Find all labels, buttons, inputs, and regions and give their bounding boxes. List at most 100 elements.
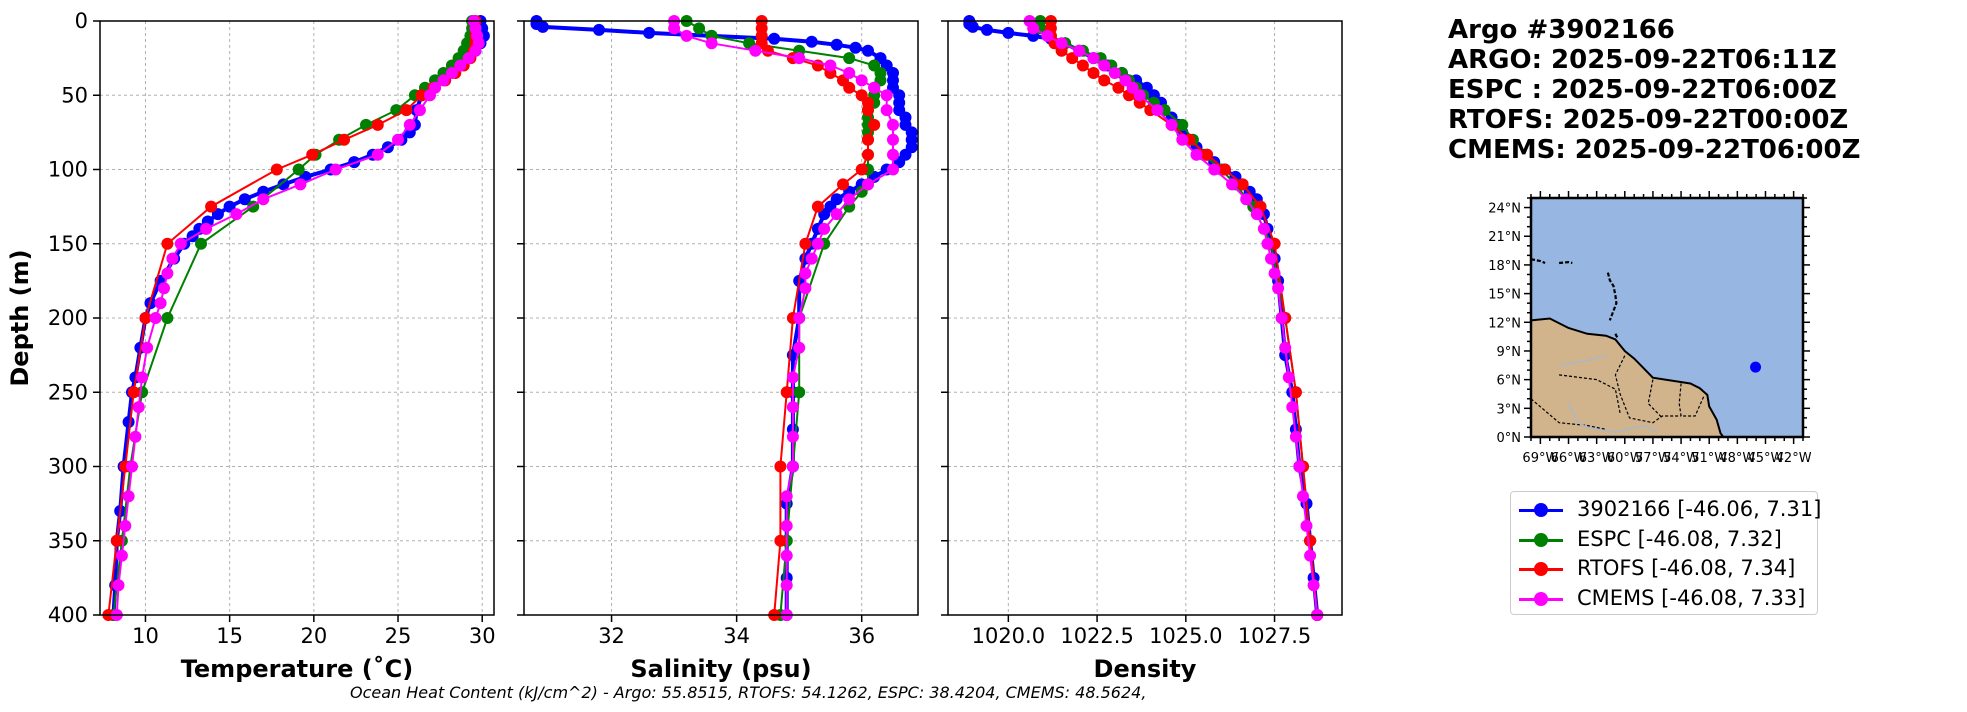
data-point-cmems (230, 208, 243, 221)
data-point-rtofs (1098, 74, 1111, 87)
x-tick-label: 1022.5 (1060, 624, 1133, 648)
data-point-cmems (1297, 490, 1309, 503)
map-lat-label: 6°N (1497, 374, 1522, 389)
data-point-cmems (1208, 163, 1221, 176)
map-lon-label: 60°W (1607, 451, 1643, 466)
data-point-cmems (793, 341, 806, 354)
x-tick-label: 32 (598, 624, 625, 648)
data-point-cmems (862, 178, 874, 191)
map-lat-label: 15°N (1488, 288, 1521, 303)
country-border (1559, 374, 1621, 414)
data-point-rtofs (338, 133, 351, 146)
data-point-cmems (843, 67, 856, 79)
river-line (1567, 403, 1658, 433)
data-point-cmems (680, 29, 693, 42)
country-border (1681, 396, 1705, 417)
data-point-cmems (1282, 371, 1295, 384)
data-point-cmems (811, 237, 824, 250)
data-point-cmems (1087, 52, 1100, 65)
data-point-rtofs (774, 460, 787, 473)
data-point-cmems (1304, 549, 1317, 562)
south-america-land (1530, 317, 1726, 438)
data-point-cmems (793, 52, 806, 65)
data-point-cmems (780, 579, 793, 592)
data-point-rtofs (868, 118, 881, 131)
y-tick-label: 50 (61, 83, 88, 107)
data-point-cmems (1275, 312, 1288, 324)
data-point-cmems (126, 460, 138, 473)
data-point-cmems (786, 460, 799, 473)
data-point-cmems (830, 208, 843, 221)
data-point-rtofs (862, 133, 874, 146)
data-point-rtofs (862, 104, 874, 117)
data-point-cmems (887, 133, 899, 146)
data-point-cmems (818, 222, 831, 235)
argo-id-title: Argo #3902166 (1448, 15, 1675, 45)
map-lon-label: 66°W (1551, 451, 1587, 466)
data-point-rtofs (1087, 67, 1100, 79)
data-point-rtofs (843, 81, 856, 94)
data-point-cmems (403, 118, 416, 131)
x-tick-label: 1020.0 (972, 624, 1045, 648)
data-point-rtofs (855, 163, 868, 176)
country-border (1678, 383, 1682, 417)
legend-label: ESPC [-46.08, 7.32] (1577, 526, 1782, 551)
data-point-3902166 (643, 26, 656, 39)
data-point-3902166 (277, 178, 290, 191)
data-point-cmems (158, 282, 170, 295)
data-point-cmems (1176, 133, 1189, 146)
data-point-rtofs (799, 237, 812, 250)
data-point-cmems (454, 59, 467, 72)
data-point-cmems (1289, 430, 1302, 443)
data-point-cmems (1055, 37, 1068, 50)
x-axis-label: Temperature (˚C) (181, 655, 414, 683)
data-point-3902166 (862, 44, 874, 57)
axes-frame (523, 20, 919, 616)
data-point-cmems (786, 430, 799, 443)
data-point-espc (161, 312, 174, 324)
map-lon-label: 57°W (1635, 451, 1671, 466)
map-lon-label: 69°W (1522, 451, 1558, 466)
data-point-cmems (887, 118, 899, 131)
data-point-cmems (257, 193, 270, 206)
data-point-cmems (668, 22, 681, 35)
map-lat-label: 9°N (1497, 345, 1522, 360)
data-point-espc (843, 52, 856, 65)
data-point-rtofs (306, 148, 319, 161)
data-point-cmems (1268, 267, 1281, 280)
y-tick-label: 100 (48, 158, 88, 182)
data-point-espc (195, 237, 207, 250)
data-point-espc (793, 386, 806, 399)
data-point-cmems (780, 549, 793, 562)
data-point-cmems (119, 519, 132, 532)
data-point-rtofs (862, 148, 874, 161)
map-lat-label: 3°N (1497, 402, 1522, 417)
ocean-heat-content-footer: Ocean Heat Content (kJ/cm^2) - Argo: 55.… (350, 683, 1147, 702)
data-point-cmems (1133, 89, 1146, 102)
data-point-cmems (424, 89, 436, 102)
data-point-rtofs (774, 534, 787, 547)
data-point-cmems (413, 104, 426, 117)
data-point-cmems (793, 312, 806, 324)
espc-time: ESPC : 2025-09-22T06:00Z (1448, 75, 1837, 105)
data-point-rtofs (127, 386, 140, 399)
data-point-cmems (1027, 22, 1040, 35)
data-point-3902166 (238, 193, 251, 206)
legend-label: CMEMS [-46.08, 7.33] (1577, 585, 1806, 610)
data-point-cmems (437, 74, 450, 87)
legend-entry-rtofs: RTOFS [-46.08, 7.34] (1511, 555, 1817, 585)
rtofs-time: RTOFS: 2025-09-22T00:00Z (1448, 105, 1849, 135)
river-line (1558, 354, 1607, 367)
data-point-cmems (1257, 222, 1270, 235)
float-location-marker (1750, 361, 1762, 373)
data-point-rtofs (1076, 59, 1089, 72)
data-point-cmems (132, 401, 145, 414)
data-point-cmems (1286, 401, 1299, 414)
x-tick-label: 1027.5 (1238, 624, 1311, 648)
data-point-rtofs (139, 312, 152, 324)
map-lat-label: 21°N (1488, 230, 1521, 245)
data-point-cmems (112, 579, 125, 592)
island-coast (1606, 272, 1618, 321)
data-point-3902166 (849, 41, 862, 54)
data-point-3902166 (966, 20, 979, 33)
